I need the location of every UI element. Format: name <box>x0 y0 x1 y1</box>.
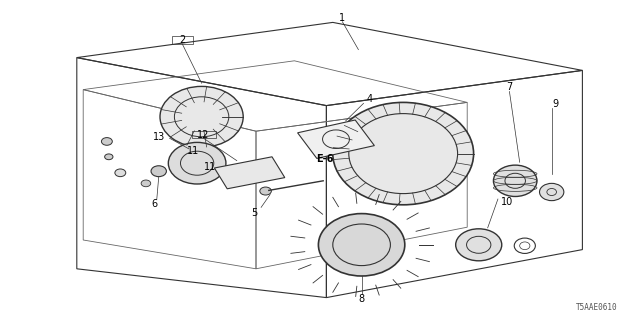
Ellipse shape <box>168 142 226 184</box>
Text: 9: 9 <box>552 99 559 109</box>
Ellipse shape <box>493 165 537 196</box>
Text: 1: 1 <box>339 12 346 23</box>
Text: 6: 6 <box>152 199 158 209</box>
Text: 4: 4 <box>367 93 373 104</box>
Text: T5AAE0610: T5AAE0610 <box>576 303 618 312</box>
Text: 11: 11 <box>204 162 216 172</box>
Ellipse shape <box>102 138 113 145</box>
Ellipse shape <box>105 154 113 160</box>
Text: 8: 8 <box>358 294 365 304</box>
Text: 10: 10 <box>501 197 514 207</box>
Text: 5: 5 <box>252 208 258 218</box>
Polygon shape <box>298 120 374 158</box>
Text: 12: 12 <box>197 130 210 140</box>
Ellipse shape <box>333 102 474 205</box>
Ellipse shape <box>160 86 243 147</box>
Text: E-6: E-6 <box>316 154 334 164</box>
Ellipse shape <box>151 166 166 177</box>
Ellipse shape <box>260 187 271 195</box>
Text: 2: 2 <box>179 35 186 45</box>
Ellipse shape <box>319 214 404 276</box>
Text: 13: 13 <box>152 132 165 142</box>
Ellipse shape <box>456 229 502 261</box>
Text: 11: 11 <box>187 146 200 156</box>
Text: 7: 7 <box>506 82 513 92</box>
Ellipse shape <box>540 183 564 201</box>
Ellipse shape <box>141 180 151 187</box>
Ellipse shape <box>115 169 125 177</box>
Polygon shape <box>214 157 285 189</box>
